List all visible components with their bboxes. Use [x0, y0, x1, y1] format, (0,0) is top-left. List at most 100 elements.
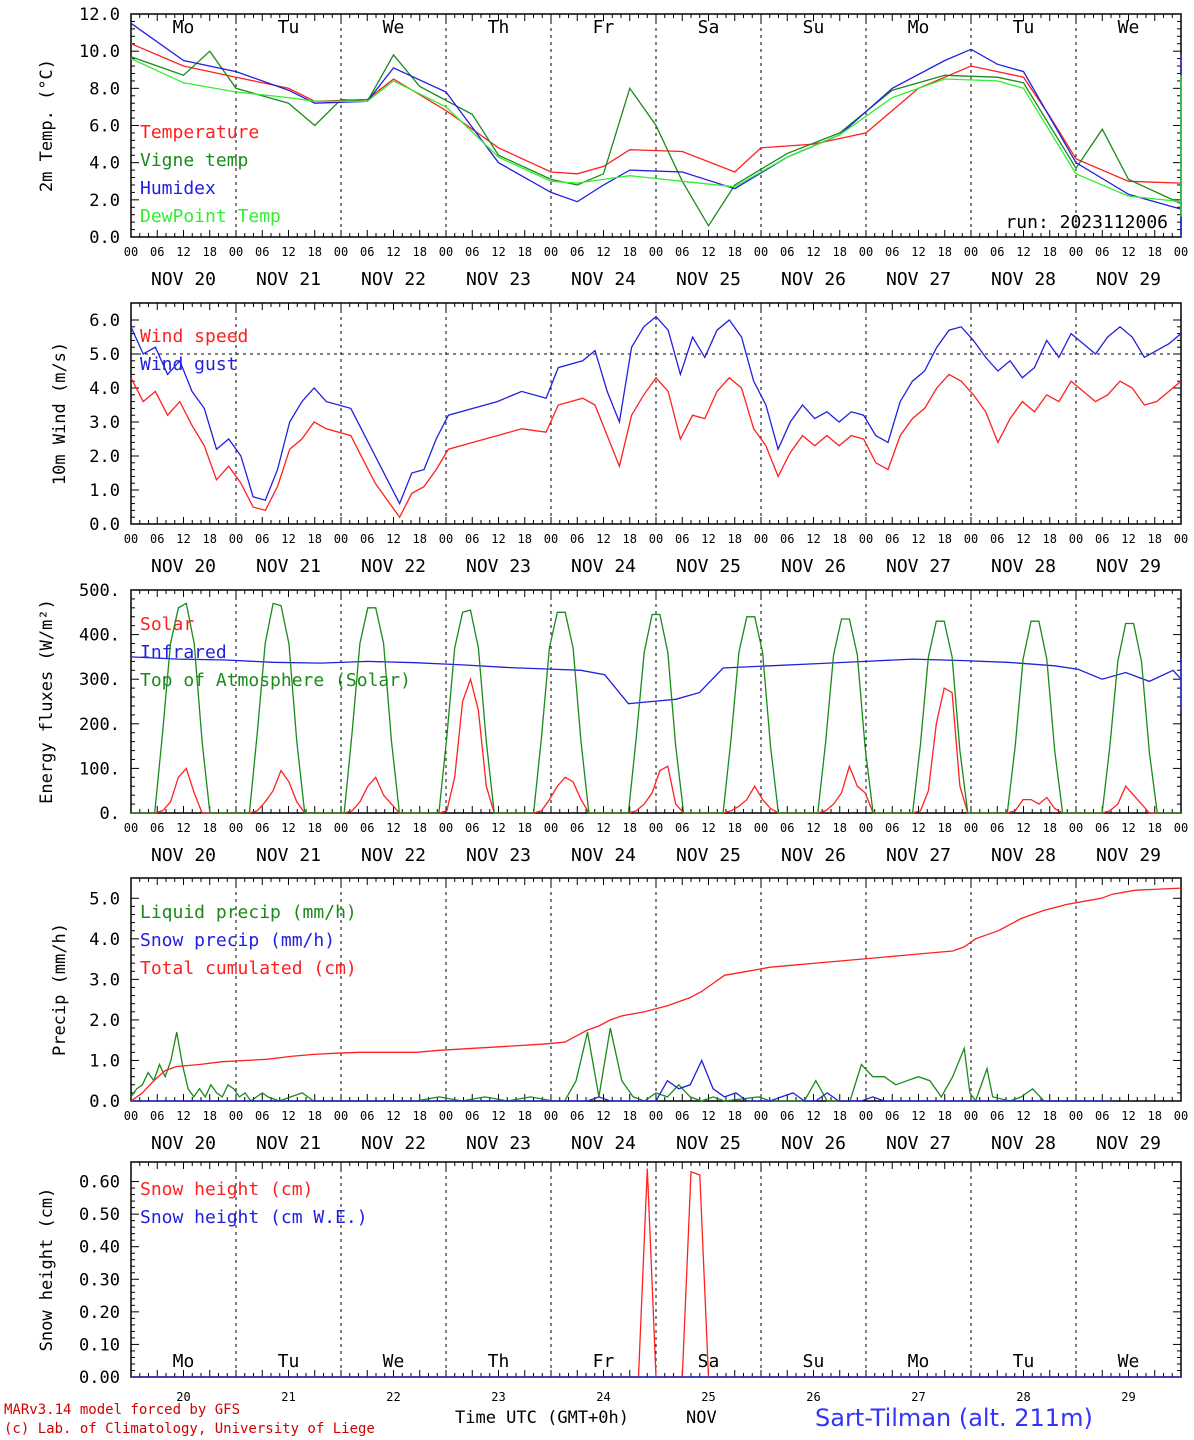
y-axis-title: Energy fluxes (W/m²)	[37, 599, 57, 804]
hour-label: 18	[1148, 532, 1162, 546]
y-tick-label: 2.0	[89, 191, 120, 211]
y-tick-label: 5.0	[89, 889, 120, 909]
hour-label: 06	[465, 245, 479, 259]
hour-label: 12	[386, 245, 400, 259]
y-tick-label: 2.0	[89, 1011, 120, 1031]
hour-label: 18	[623, 821, 637, 835]
hour-label: 06	[780, 245, 794, 259]
series-line-top-of-atmosphere-solar-	[131, 602, 1181, 814]
date-label: NOV 22	[361, 1133, 426, 1154]
day-name-label: Mo	[908, 1351, 930, 1372]
hour-label: 00	[859, 821, 873, 835]
y-tick-label: 12.0	[79, 5, 120, 25]
hour-label: 00	[649, 245, 663, 259]
y-tick-label: 0.30	[79, 1270, 120, 1290]
y-tick-label: 3.0	[89, 413, 120, 433]
date-label: NOV 24	[571, 556, 636, 577]
hour-label: 18	[1148, 821, 1162, 835]
hour-label: 06	[360, 1109, 374, 1123]
hour-label: 00	[1069, 245, 1083, 259]
hour-label: 00	[649, 532, 663, 546]
hour-label: 18	[728, 1109, 742, 1123]
day-number-label: 25	[701, 1390, 715, 1404]
hour-label: 06	[255, 245, 269, 259]
hour-label: 18	[1148, 1109, 1162, 1123]
hour-label: 06	[780, 821, 794, 835]
y-tick-label: 1.0	[89, 481, 120, 501]
date-label: NOV 29	[1096, 1133, 1161, 1154]
y-tick-label: 300.	[79, 670, 120, 690]
hour-label: 12	[281, 245, 295, 259]
hour-label: 18	[833, 1109, 847, 1123]
hour-label: 12	[1121, 1109, 1135, 1123]
hour-label: 06	[360, 821, 374, 835]
hour-label: 06	[675, 821, 689, 835]
hour-label: 18	[833, 532, 847, 546]
y-tick-label: 2.0	[89, 447, 120, 467]
hour-label: 06	[1095, 245, 1109, 259]
hour-label: 12	[176, 821, 190, 835]
y-tick-label: 1.0	[89, 1051, 120, 1071]
day-name-label: Mo	[173, 17, 195, 38]
date-label: NOV 23	[466, 1133, 531, 1154]
date-label: NOV 29	[1096, 269, 1161, 290]
hour-label: 12	[911, 532, 925, 546]
legend-entry: Solar	[140, 614, 194, 635]
hour-label: 06	[255, 821, 269, 835]
legend-entry: Humidex	[140, 178, 216, 199]
hour-label: 06	[150, 245, 164, 259]
hour-label: 00	[859, 245, 873, 259]
hour-label: 12	[806, 821, 820, 835]
date-label: NOV 23	[466, 556, 531, 577]
day-name-label: Mo	[173, 1351, 195, 1372]
date-label: NOV 25	[676, 1133, 741, 1154]
hour-label: 00	[229, 245, 243, 259]
hour-label: 00	[754, 821, 768, 835]
hour-label: 00	[439, 245, 453, 259]
hour-label: 06	[1095, 1109, 1109, 1123]
hour-label: 06	[150, 532, 164, 546]
hour-label: 06	[990, 532, 1004, 546]
hour-label: 12	[386, 821, 400, 835]
hour-label: 00	[1174, 532, 1188, 546]
hour-label: 18	[623, 532, 637, 546]
hour-label: 12	[806, 245, 820, 259]
hour-label: 18	[308, 821, 322, 835]
hour-label: 12	[1016, 532, 1030, 546]
hour-label: 00	[334, 821, 348, 835]
date-label: NOV 26	[781, 845, 846, 866]
series-line-wind-gust	[130, 315, 1182, 506]
plot-frame	[130, 302, 1182, 525]
day-number-label: 22	[386, 1390, 400, 1404]
day-name-label: We	[1118, 17, 1140, 38]
hour-label: 00	[964, 245, 978, 259]
hour-label: 18	[1043, 1109, 1057, 1123]
site-label: Sart-Tilman (alt. 211m)	[815, 1404, 1093, 1432]
run-label: run: 2023112006	[1005, 212, 1168, 233]
bottom-axis-title: Time UTC (GMT+0h)	[455, 1408, 629, 1428]
hour-label: 00	[1174, 1109, 1188, 1123]
y-tick-label: 0.0	[89, 1092, 120, 1112]
hour-label: 18	[1148, 245, 1162, 259]
hour-label: 06	[570, 1109, 584, 1123]
hour-label: 12	[701, 1109, 715, 1123]
day-name-label: Tu	[278, 1351, 300, 1372]
hour-label: 06	[780, 532, 794, 546]
hour-label: 12	[176, 1109, 190, 1123]
date-label: NOV 21	[256, 845, 321, 866]
series-line-total-cumulated-cm-	[130, 887, 1182, 1102]
hour-label: 12	[701, 821, 715, 835]
hour-label: 00	[334, 245, 348, 259]
hour-label: 00	[229, 532, 243, 546]
date-label: NOV 29	[1096, 556, 1161, 577]
legend-entry: Snow precip (mm/h)	[140, 930, 335, 951]
y-tick-label: 6.0	[89, 117, 120, 137]
date-label: NOV 21	[256, 1133, 321, 1154]
hour-label: 12	[1016, 245, 1030, 259]
y-tick-label: 0.00	[79, 1368, 120, 1388]
hour-label: 18	[413, 245, 427, 259]
hour-label: 06	[465, 821, 479, 835]
day-number-label: 27	[911, 1390, 925, 1404]
y-tick-label: 0.60	[79, 1173, 120, 1193]
